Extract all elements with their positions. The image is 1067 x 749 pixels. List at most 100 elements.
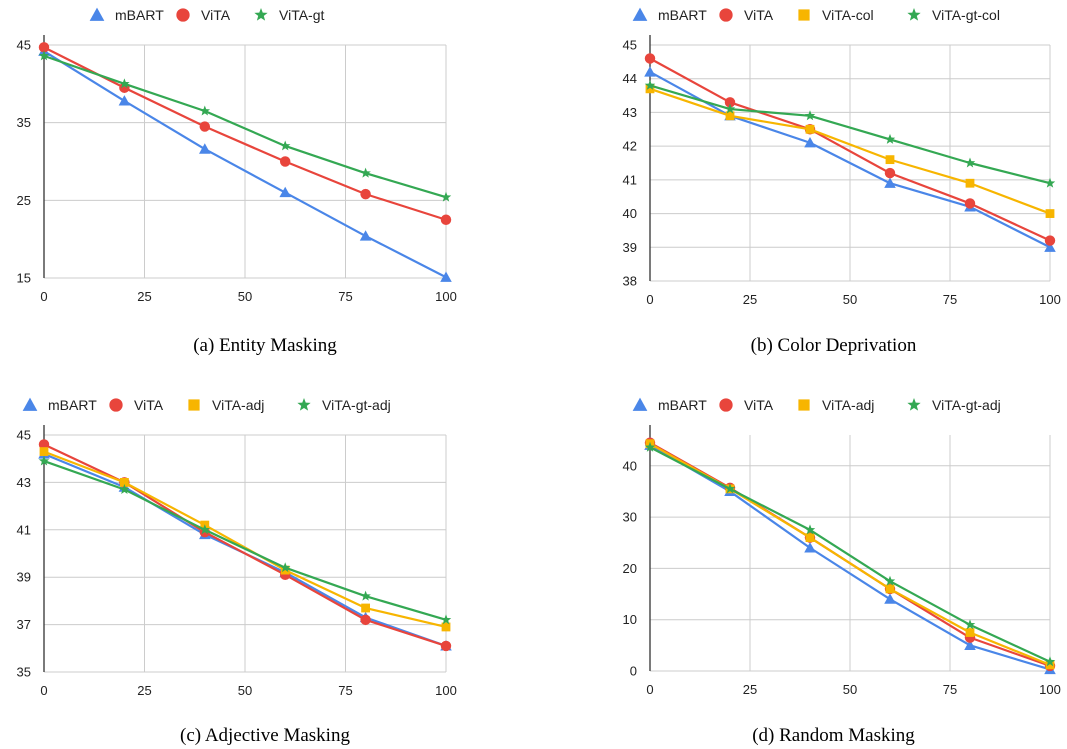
- series-line-vita: [43, 443, 447, 647]
- legend-marker-mbart: [22, 397, 38, 411]
- data-point-vita: [724, 97, 736, 108]
- data-point-vita-gt-col: [884, 133, 896, 144]
- y-tick-label: 35: [17, 665, 31, 680]
- y-tick-label: 35: [17, 115, 31, 130]
- x-tick-label: 75: [943, 292, 957, 307]
- data-point-vita-gt-col: [724, 103, 736, 114]
- legend-label: ViTA: [134, 397, 164, 413]
- data-point-mbart: [644, 66, 656, 77]
- data-point-vita: [884, 167, 896, 179]
- chart-panel-color-deprivation: 38 39 40 41 42 43 44 45 0 25 50 75 100 mBART ViTA ViTA-…: [600, 0, 1067, 372]
- legend-marker-vita-gt-col: [907, 8, 921, 21]
- y-tick-label: 41: [623, 172, 637, 187]
- legend-label: mBART: [48, 397, 97, 413]
- legend-marker-vita-gt: [254, 8, 268, 21]
- x-tick-label: 50: [238, 683, 252, 698]
- x-tick-label: 0: [646, 682, 653, 697]
- legend-marker-mbart: [632, 397, 648, 411]
- y-tick-label: 40: [623, 206, 637, 221]
- y-tick-label: 43: [623, 105, 637, 120]
- data-point-vita-gt-adj: [38, 455, 50, 466]
- data-point-vita-adj: [361, 603, 370, 613]
- legend-marker-vita: [176, 8, 190, 22]
- series-line-vita-col: [649, 87, 1051, 215]
- chart-svg: 0 10 20 30 40 0 25 50 75 100 mBART ViTA ViTA-adj ViTA…: [623, 397, 1061, 697]
- data-point-vita-col: [805, 124, 815, 134]
- chart-svg: 35 37 39 41 43 45 0 25 50 75 100 mBART ViTA ViTA-adj V…: [17, 397, 457, 698]
- x-tick-label: 50: [238, 289, 252, 304]
- legend-marker-vita: [109, 398, 123, 412]
- data-point-vita-gt-adj: [360, 590, 371, 601]
- legend-label: mBART: [115, 7, 164, 23]
- y-tick-label: 39: [17, 570, 31, 585]
- legend-label: ViTA: [744, 7, 774, 23]
- data-point-mbart: [199, 143, 211, 154]
- data-point-vita: [440, 640, 452, 652]
- y-tick-label: 41: [17, 522, 31, 537]
- data-point-vita-adj: [120, 478, 129, 487]
- chart-caption: (a) Entity Masking: [193, 335, 337, 356]
- data-point-vita-gt: [279, 140, 291, 151]
- chart-panel-random-masking: 0 10 20 30 40 0 25 50 75 100 mBART ViTA ViTA-adj ViTA…: [600, 390, 1067, 749]
- legend-label: ViTA: [744, 397, 774, 413]
- series-line-vita-gt-adj: [43, 460, 447, 621]
- y-tick-label: 40: [623, 458, 637, 473]
- x-tick-label: 100: [1039, 682, 1061, 697]
- chart-panel-adjective-masking: 35 37 39 41 43 45 0 25 50 75 100 mBART ViTA ViTA-adj V…: [0, 390, 530, 749]
- series-line-mbart: [649, 444, 1051, 671]
- y-tick-label: 45: [17, 38, 31, 53]
- data-point-vita: [279, 156, 291, 167]
- data-point-vita-gt-adj: [804, 524, 816, 535]
- data-point-vita-adj: [885, 584, 895, 594]
- legend-label: ViTA-adj: [212, 397, 264, 413]
- data-point-vita-gt-adj: [644, 441, 656, 452]
- data-point-vita-adj: [965, 628, 975, 637]
- y-tick-label: 45: [623, 38, 637, 53]
- chart-panel-entity-masking: 15 25 35 45 0 25 50 75 100 mBART ViTA ViTA-gt (a) E…: [0, 0, 530, 372]
- data-point-vita: [440, 214, 452, 225]
- legend-marker-mbart: [89, 7, 105, 21]
- data-point-vita-gt: [119, 78, 130, 89]
- y-tick-label: 44: [623, 71, 637, 86]
- data-point-mbart: [804, 542, 816, 553]
- data-point-vita-col: [885, 155, 895, 165]
- data-point-vita-col: [645, 84, 655, 94]
- data-point-vita-gt-adj: [199, 524, 211, 535]
- data-point-vita-adj: [1045, 660, 1055, 670]
- legend-label: mBART: [658, 7, 707, 23]
- data-point-vita-adj: [441, 622, 451, 632]
- legend-label: ViTA-col: [822, 7, 874, 23]
- data-point-mbart: [804, 136, 816, 148]
- data-point-vita-col: [1045, 209, 1055, 218]
- data-point-mbart: [279, 186, 291, 198]
- data-point-vita: [360, 188, 371, 200]
- x-tick-label: 25: [743, 682, 757, 697]
- data-point-vita: [964, 198, 976, 209]
- legend-label: ViTA-gt-adj: [932, 397, 1001, 413]
- data-point-vita-adj: [39, 447, 49, 456]
- x-tick-label: 75: [338, 683, 352, 698]
- legend-label: ViTA-gt: [279, 7, 324, 23]
- series-line-vita-gt: [43, 54, 447, 199]
- data-point-vita-gt-adj: [724, 483, 736, 494]
- legend-marker-vita-adj: [798, 399, 810, 411]
- data-point-vita-gt: [360, 167, 371, 178]
- chart-svg: 38 39 40 41 42 43 44 45 0 25 50 75 100 mBART ViTA ViTA-…: [623, 7, 1061, 307]
- x-tick-label: 75: [943, 682, 957, 697]
- data-point-vita-gt-adj: [964, 619, 976, 630]
- series-line-vita-gt-col: [649, 84, 1051, 185]
- data-point-vita-gt-col: [804, 110, 816, 121]
- y-tick-label: 38: [623, 274, 637, 289]
- x-tick-label: 75: [338, 289, 352, 304]
- legend-label: ViTA: [201, 7, 231, 23]
- legend-marker-vita-adj: [188, 399, 200, 411]
- y-tick-label: 20: [623, 561, 637, 576]
- series-line-vita: [649, 57, 1051, 242]
- data-point-vita-gt-adj: [279, 562, 291, 573]
- data-point-vita: [1044, 235, 1056, 246]
- x-tick-label: 100: [1039, 292, 1061, 307]
- series-line-vita: [43, 46, 447, 221]
- data-point-vita-gt-col: [964, 157, 976, 168]
- data-point-vita: [644, 53, 656, 64]
- data-point-vita-gt-adj: [119, 484, 130, 494]
